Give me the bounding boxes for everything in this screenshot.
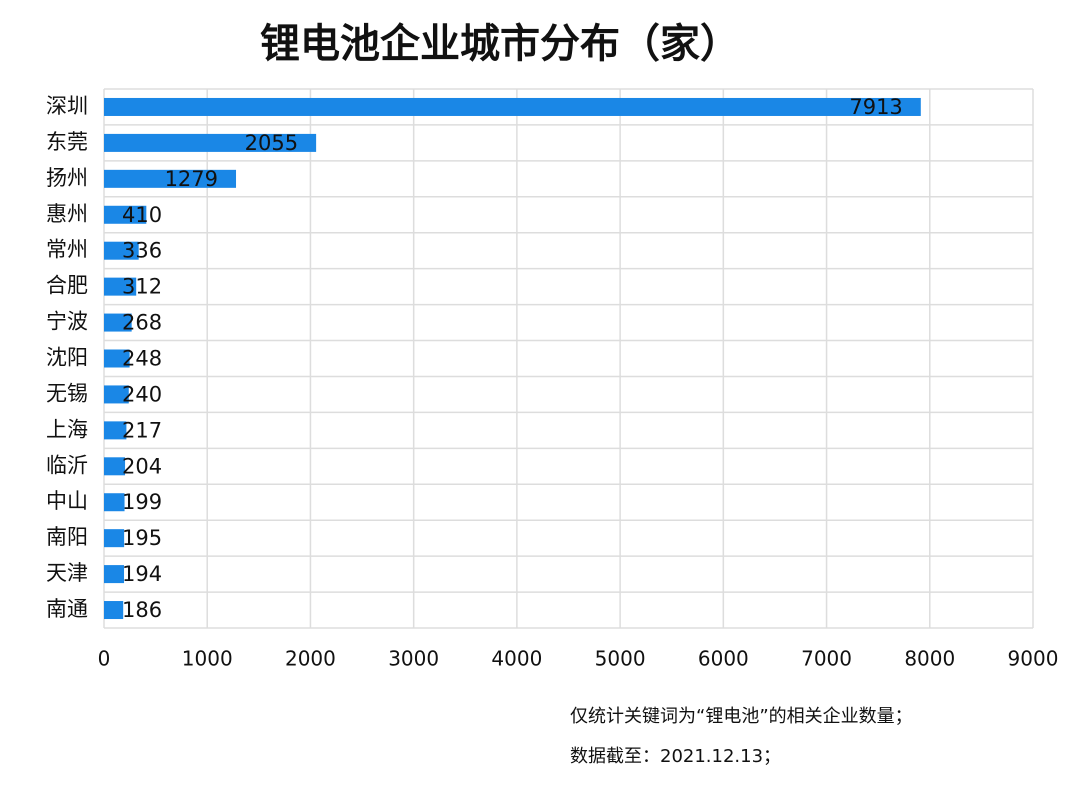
- chart-title: 锂电池企业城市分布（家）: [260, 21, 740, 67]
- y-tick-label: 无锡: [46, 381, 88, 405]
- data-label: 186: [122, 598, 162, 622]
- bar: [104, 565, 125, 584]
- data-label: 7913: [849, 95, 902, 119]
- y-tick-label: 东莞: [46, 130, 88, 154]
- y-tick-label: 沈阳: [46, 346, 88, 370]
- data-label: 199: [122, 490, 162, 514]
- data-label: 312: [122, 275, 162, 299]
- bar: [104, 457, 126, 476]
- x-tick-label: 5000: [595, 647, 646, 671]
- x-tick-label: 6000: [698, 647, 749, 671]
- bar: [104, 97, 921, 116]
- data-label: 336: [122, 239, 162, 263]
- x-tick-label: 7000: [801, 647, 852, 671]
- x-tick-label: 3000: [388, 647, 439, 671]
- bar: [104, 421, 127, 440]
- bar: [104, 277, 137, 296]
- data-label: 248: [122, 347, 162, 371]
- bar: [104, 133, 317, 152]
- bar: [104, 313, 132, 332]
- note: 数据截至：2021.12.13；: [570, 746, 781, 767]
- data-label: 217: [122, 418, 162, 442]
- x-tick-label: 0: [98, 647, 111, 671]
- y-tick-label: 惠州: [46, 202, 88, 226]
- bar: [104, 241, 139, 260]
- y-tick-label: 南阳: [46, 525, 88, 549]
- bar: [104, 349, 130, 368]
- x-tick-label: 9000: [1008, 647, 1059, 671]
- bar: [104, 601, 124, 620]
- data-label: 195: [122, 526, 162, 550]
- data-label: 2055: [245, 131, 298, 155]
- data-label: 1279: [165, 167, 218, 191]
- y-tick-label: 临沂: [46, 453, 88, 477]
- bar: [104, 493, 125, 512]
- bar: [104, 169, 237, 188]
- y-tick-label: 常州: [46, 238, 88, 262]
- y-tick-label: 中山: [46, 489, 88, 513]
- data-label: 204: [122, 454, 162, 478]
- data-label: 268: [122, 311, 162, 335]
- x-tick-label: 2000: [285, 647, 336, 671]
- y-tick-label: 深圳: [46, 94, 88, 118]
- y-tick-label: 宁波: [46, 310, 88, 334]
- y-tick-label: 合肥: [46, 274, 88, 298]
- x-tick-label: 4000: [491, 647, 542, 671]
- data-label: 410: [122, 203, 162, 227]
- x-tick-label: 8000: [904, 647, 955, 671]
- y-tick-label: 扬州: [46, 166, 88, 190]
- y-tick-label: 南通: [46, 597, 88, 621]
- y-tick-label: 天津: [46, 561, 88, 585]
- x-tick-label: 1000: [182, 647, 233, 671]
- y-tick-label: 上海: [46, 417, 88, 441]
- bar: [104, 205, 147, 224]
- data-label: 194: [122, 562, 162, 586]
- bar: [104, 385, 129, 404]
- data-label: 240: [122, 382, 162, 406]
- bar: [104, 529, 125, 548]
- note: 仅统计关键词为“锂电池”的相关企业数量；: [570, 706, 913, 727]
